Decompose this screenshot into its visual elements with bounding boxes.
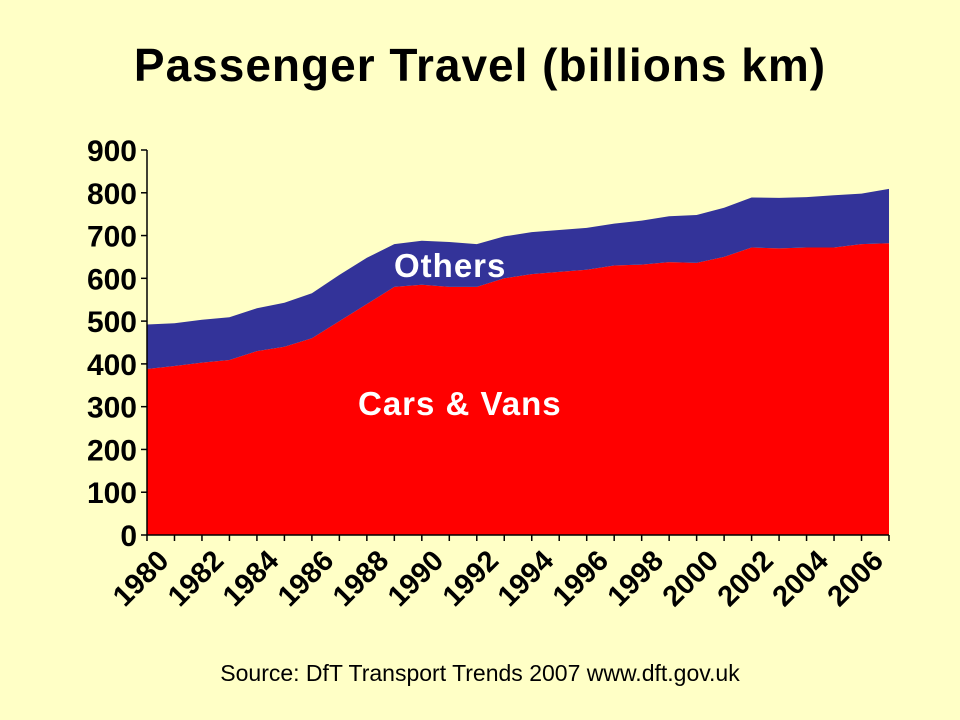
x-tick-label: 1994 xyxy=(492,545,560,613)
x-tick-label: 1992 xyxy=(437,545,505,613)
x-tick-label: 1984 xyxy=(217,545,285,613)
x-axis-ticks: 1980198219841986198819901992199419961998… xyxy=(107,535,890,613)
x-tick-label: 2004 xyxy=(767,545,835,613)
x-tick-label: 1988 xyxy=(327,545,395,613)
x-tick-label: 2002 xyxy=(712,545,780,613)
x-tick-label: 2000 xyxy=(657,545,725,613)
y-tick-label: 200 xyxy=(87,434,137,467)
area-labels: Others Cars & Vans xyxy=(358,247,562,422)
y-tick-label: 700 xyxy=(87,221,137,254)
x-tick-label: 1982 xyxy=(162,545,230,613)
plot-areas xyxy=(147,188,889,536)
x-tick-label: 1996 xyxy=(547,545,615,613)
y-tick-label: 500 xyxy=(87,306,137,339)
area-others xyxy=(147,188,889,369)
series-label-others: Others xyxy=(394,247,506,284)
chart-title: Passenger Travel (billions km) xyxy=(133,39,827,91)
area-cars-vans xyxy=(147,243,889,536)
series-label-cars-vans: Cars & Vans xyxy=(358,385,562,422)
y-tick-label: 300 xyxy=(87,392,137,425)
x-tick-label: 2006 xyxy=(822,545,890,613)
x-tick-label: 1998 xyxy=(602,545,670,613)
x-tick-label: 1980 xyxy=(107,545,175,613)
y-tick-label: 100 xyxy=(87,477,137,510)
axes xyxy=(146,150,889,536)
y-tick-label: 0 xyxy=(120,520,137,553)
y-axis-ticks: 0 100 200 300 400 500 600 700 800 900 xyxy=(87,135,147,553)
source-note: Source: DfT Transport Trends 2007 www.df… xyxy=(220,660,740,686)
y-tick-label: 600 xyxy=(87,263,137,296)
y-tick-label: 800 xyxy=(87,178,137,211)
y-tick-label: 400 xyxy=(87,349,137,382)
x-tick-label: 1986 xyxy=(272,545,340,613)
x-tick-label: 1990 xyxy=(382,545,450,613)
y-tick-label: 900 xyxy=(87,135,137,168)
